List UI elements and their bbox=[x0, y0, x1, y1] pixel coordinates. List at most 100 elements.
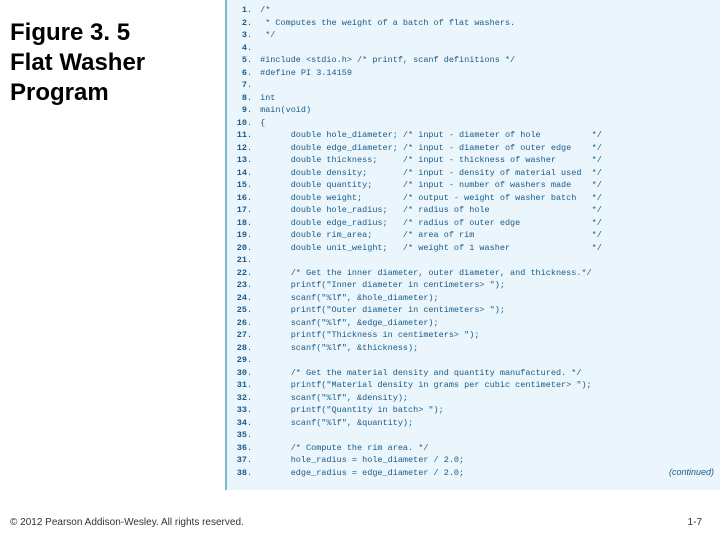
code-text: { bbox=[255, 117, 265, 130]
code-line: 38. edge_radius = edge_diameter / 2.0; bbox=[227, 467, 714, 480]
code-panel: 1. /*2. * Computes the weight of a batch… bbox=[225, 0, 720, 490]
code-line: 37. hole_radius = hole_diameter / 2.0; bbox=[227, 454, 714, 467]
code-line: 11. double hole_diameter; /* input - dia… bbox=[227, 129, 714, 142]
line-dot: . bbox=[247, 129, 255, 142]
line-number: 16 bbox=[227, 192, 247, 205]
code-line: 14. double density; /* input - density o… bbox=[227, 167, 714, 180]
line-number: 9 bbox=[227, 104, 247, 117]
line-number: 34 bbox=[227, 417, 247, 430]
code-text: edge_radius = edge_diameter / 2.0; bbox=[255, 467, 464, 480]
code-line: 29. bbox=[227, 354, 714, 367]
line-dot: . bbox=[247, 267, 255, 280]
code-line: 3. */ bbox=[227, 29, 714, 42]
line-number: 6 bbox=[227, 67, 247, 80]
code-text: */ bbox=[255, 29, 275, 42]
line-number: 1 bbox=[227, 4, 247, 17]
line-number: 26 bbox=[227, 317, 247, 330]
code-line: 1. /* bbox=[227, 4, 714, 17]
line-number: 3 bbox=[227, 29, 247, 42]
code-text: double hole_diameter; /* input - diamete… bbox=[255, 129, 602, 142]
code-line: 17. double hole_radius; /* radius of hol… bbox=[227, 204, 714, 217]
code-text: printf("Material density in grams per cu… bbox=[255, 379, 592, 392]
line-dot: . bbox=[247, 354, 255, 367]
line-dot: . bbox=[247, 329, 255, 342]
line-dot: . bbox=[247, 367, 255, 380]
code-text bbox=[255, 42, 260, 55]
footer: © 2012 Pearson Addison-Wesley. All right… bbox=[0, 512, 720, 540]
code-line: 21. bbox=[227, 254, 714, 267]
line-dot: . bbox=[247, 92, 255, 105]
code-line: 24. scanf("%lf", &hole_diameter); bbox=[227, 292, 714, 305]
code-line: 27. printf("Thickness in centimeters> ")… bbox=[227, 329, 714, 342]
line-number: 37 bbox=[227, 454, 247, 467]
line-dot: . bbox=[247, 229, 255, 242]
code-text: main(void) bbox=[255, 104, 311, 117]
code-line: 9. main(void) bbox=[227, 104, 714, 117]
code-text: double thickness; /* input - thickness o… bbox=[255, 154, 602, 167]
line-dot: . bbox=[247, 79, 255, 92]
code-text: scanf("%lf", &hole_diameter); bbox=[255, 292, 439, 305]
code-text: printf("Outer diameter in centimeters> "… bbox=[255, 304, 505, 317]
line-dot: . bbox=[247, 342, 255, 355]
line-number: 38 bbox=[227, 467, 247, 480]
line-dot: . bbox=[247, 242, 255, 255]
line-number: 2 bbox=[227, 17, 247, 30]
code-line: 35. bbox=[227, 429, 714, 442]
line-dot: . bbox=[247, 29, 255, 42]
code-line: 5. #include <stdio.h> /* printf, scanf d… bbox=[227, 54, 714, 67]
code-text: printf("Thickness in centimeters> "); bbox=[255, 329, 479, 342]
line-number: 36 bbox=[227, 442, 247, 455]
line-number: 32 bbox=[227, 392, 247, 405]
code-text: double rim_area; /* area of rim */ bbox=[255, 229, 602, 242]
heading-line-1: Figure 3. 5 bbox=[10, 19, 130, 46]
code-line: 22. /* Get the inner diameter, outer dia… bbox=[227, 267, 714, 280]
continued-label: (continued) bbox=[669, 467, 714, 477]
line-number: 27 bbox=[227, 329, 247, 342]
code-text: scanf("%lf", &quantity); bbox=[255, 417, 413, 430]
code-line: 36. /* Compute the rim area. */ bbox=[227, 442, 714, 455]
code-line: 10. { bbox=[227, 117, 714, 130]
line-number: 18 bbox=[227, 217, 247, 230]
line-dot: . bbox=[247, 167, 255, 180]
code-text: hole_radius = hole_diameter / 2.0; bbox=[255, 454, 464, 467]
code-line: 26. scanf("%lf", &edge_diameter); bbox=[227, 317, 714, 330]
line-number: 29 bbox=[227, 354, 247, 367]
line-number: 11 bbox=[227, 129, 247, 142]
code-text: int bbox=[255, 92, 275, 105]
line-number: 21 bbox=[227, 254, 247, 267]
code-line: 13. double thickness; /* input - thickne… bbox=[227, 154, 714, 167]
code-text bbox=[255, 354, 260, 367]
code-text: /* Get the inner diameter, outer diamete… bbox=[255, 267, 592, 280]
line-dot: . bbox=[247, 379, 255, 392]
line-number: 15 bbox=[227, 179, 247, 192]
code-text: double hole_radius; /* radius of hole */ bbox=[255, 204, 602, 217]
line-dot: . bbox=[247, 404, 255, 417]
line-dot: . bbox=[247, 117, 255, 130]
line-dot: . bbox=[247, 204, 255, 217]
code-line: 16. double weight; /* output - weight of… bbox=[227, 192, 714, 205]
code-text: double unit_weight; /* weight of 1 washe… bbox=[255, 242, 602, 255]
code-line: 25. printf("Outer diameter in centimeter… bbox=[227, 304, 714, 317]
line-dot: . bbox=[247, 217, 255, 230]
line-dot: . bbox=[247, 417, 255, 430]
code-text: double quantity; /* input - number of wa… bbox=[255, 179, 602, 192]
line-number: 14 bbox=[227, 167, 247, 180]
line-number: 24 bbox=[227, 292, 247, 305]
line-dot: . bbox=[247, 17, 255, 30]
code-line: 28. scanf("%lf", &thickness); bbox=[227, 342, 714, 355]
line-dot: . bbox=[247, 54, 255, 67]
line-dot: . bbox=[247, 254, 255, 267]
code-text bbox=[255, 254, 260, 267]
code-text bbox=[255, 79, 260, 92]
line-number: 28 bbox=[227, 342, 247, 355]
code-text: double edge_diameter; /* input - diamete… bbox=[255, 142, 602, 155]
code-line: 2. * Computes the weight of a batch of f… bbox=[227, 17, 714, 30]
line-number: 20 bbox=[227, 242, 247, 255]
line-dot: . bbox=[247, 467, 255, 480]
code-line: 34. scanf("%lf", &quantity); bbox=[227, 417, 714, 430]
code-text: /* bbox=[255, 4, 270, 17]
code-line: 30. /* Get the material density and quan… bbox=[227, 367, 714, 380]
code-text: double edge_radius; /* radius of outer e… bbox=[255, 217, 602, 230]
line-number: 31 bbox=[227, 379, 247, 392]
code-text: printf("Quantity in batch> "); bbox=[255, 404, 444, 417]
